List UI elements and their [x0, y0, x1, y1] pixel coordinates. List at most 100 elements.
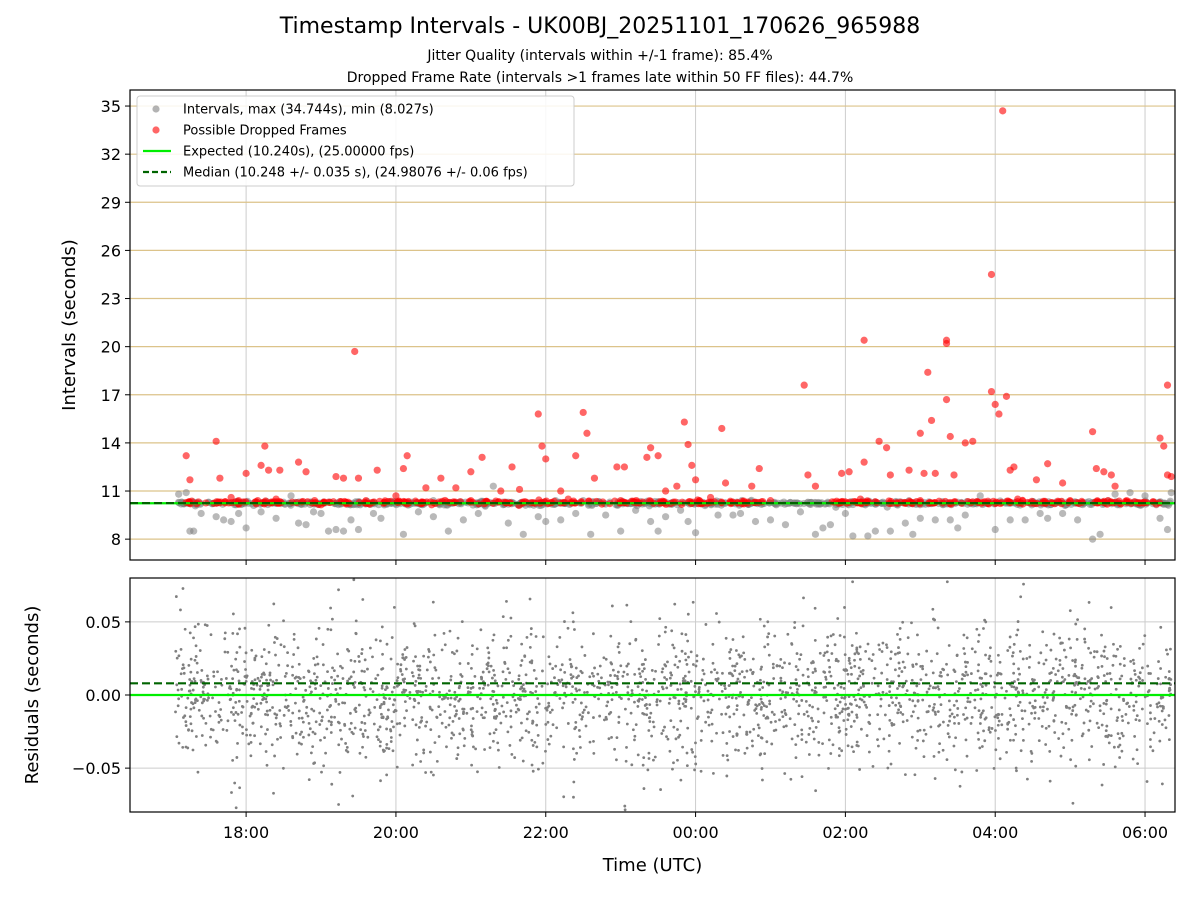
residual-point — [379, 779, 382, 783]
residual-point — [525, 636, 529, 639]
residual-point — [734, 649, 738, 652]
residual-point — [984, 683, 988, 687]
dropped-frame-point — [999, 107, 1007, 115]
interval-point — [684, 517, 692, 526]
interval-point — [954, 524, 962, 532]
residual-point — [976, 688, 980, 692]
residual-point — [897, 684, 901, 688]
dropped-frame-point — [216, 474, 224, 482]
residual-point — [1086, 679, 1090, 683]
residual-point — [733, 669, 737, 673]
residual-point — [617, 721, 621, 724]
residual-point — [329, 731, 333, 734]
residual-point — [655, 698, 659, 702]
residual-point — [1003, 696, 1007, 700]
residual-point — [701, 657, 705, 661]
legend-label: Median (10.248 +/- 0.035 s), (24.98076 +… — [183, 166, 528, 181]
residual-point — [1140, 707, 1144, 711]
residual-point — [1083, 627, 1087, 631]
residual-point — [262, 648, 266, 651]
residual-point — [766, 635, 769, 639]
residual-point — [912, 691, 916, 695]
residual-point — [952, 715, 956, 719]
residual-point — [962, 713, 965, 716]
residual-point — [828, 670, 831, 674]
residual-point — [987, 728, 991, 732]
residual-point — [573, 727, 577, 731]
residual-point — [493, 707, 497, 711]
residual-point — [337, 743, 341, 747]
residual-point — [1044, 743, 1048, 746]
residual-point — [212, 674, 216, 678]
residual-point — [756, 734, 760, 738]
residual-point — [1058, 663, 1062, 667]
residual-point — [813, 667, 817, 671]
residual-point — [615, 758, 618, 762]
residual-point — [982, 729, 985, 733]
residual-point — [390, 720, 394, 723]
residual-point — [676, 665, 680, 669]
residual-point — [1054, 673, 1058, 676]
residual-point — [924, 673, 928, 677]
residual-point — [1015, 633, 1019, 637]
residual-point — [231, 677, 235, 681]
residual-point — [813, 606, 817, 610]
residual-point — [265, 709, 269, 713]
residual-point — [1104, 734, 1108, 738]
residual-point — [278, 722, 282, 725]
residual-point — [569, 662, 573, 666]
residual-point — [391, 703, 395, 707]
residual-point — [401, 653, 405, 656]
residual-point — [1025, 657, 1029, 660]
residual-point — [424, 724, 427, 728]
residual-point — [368, 646, 372, 650]
residual-point — [361, 745, 364, 749]
residual-point — [234, 806, 238, 810]
residual-point — [1018, 650, 1022, 653]
residual-point — [977, 663, 981, 667]
residual-point — [510, 752, 514, 756]
interval-point — [1141, 492, 1149, 500]
residual-point — [379, 639, 382, 643]
residual-point — [522, 687, 526, 691]
residual-point — [547, 701, 551, 705]
residual-point — [740, 670, 744, 674]
residual-point — [1109, 677, 1113, 681]
residual-point — [282, 713, 286, 717]
residual-point — [723, 687, 727, 690]
residual-point — [1053, 714, 1057, 717]
interval-point — [220, 516, 228, 524]
residual-point — [650, 669, 654, 672]
residual-point — [793, 723, 797, 727]
residual-point — [523, 690, 527, 693]
residual-point — [455, 757, 459, 760]
dropped-frame-point — [572, 452, 580, 460]
residual-point — [553, 676, 556, 680]
residual-point — [921, 698, 925, 702]
interval-point — [235, 509, 243, 518]
residual-point — [734, 696, 738, 700]
residual-point — [204, 743, 208, 747]
residual-point — [1022, 582, 1025, 586]
residual-point — [689, 706, 693, 710]
residual-point — [814, 686, 817, 690]
legend-marker — [152, 105, 160, 113]
residual-point — [1052, 690, 1056, 693]
residual-point — [592, 632, 595, 636]
residual-point — [808, 704, 812, 707]
residual-point — [380, 684, 384, 688]
residual-point — [1044, 726, 1048, 730]
residual-point — [855, 713, 859, 717]
residual-point — [623, 707, 627, 711]
residual-point — [458, 697, 462, 701]
residual-point — [1100, 783, 1104, 787]
residual-point — [983, 739, 987, 743]
residual-point — [265, 678, 268, 682]
residual-point — [531, 720, 535, 724]
residual-point — [309, 751, 313, 755]
residual-point — [253, 658, 257, 662]
interval-point — [175, 490, 183, 498]
residual-point — [283, 705, 287, 709]
residual-point — [554, 664, 558, 668]
residual-point — [1048, 779, 1052, 783]
